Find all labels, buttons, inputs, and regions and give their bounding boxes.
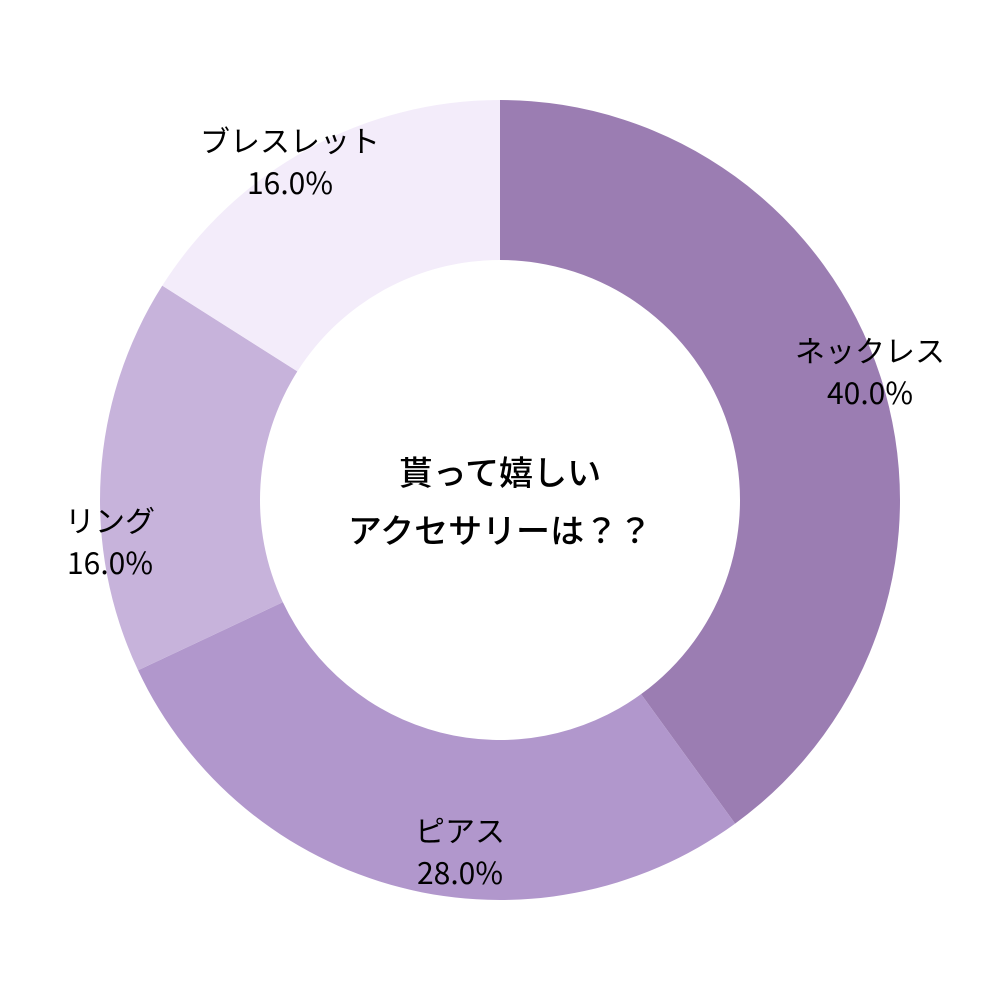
slice-label-percent: 16.0% [200, 160, 380, 202]
slice-label: ネックレス40.0% [795, 328, 945, 412]
donut-chart: 貰って嬉しい アクセサリーは？？ ネックレス40.0%ピアス28.0%リング16… [0, 0, 1000, 1000]
slice-label-percent: 16.0% [65, 540, 155, 582]
slice-label-name: ブレスレット [200, 118, 380, 160]
slice-label-percent: 28.0% [415, 850, 505, 892]
slice-label-name: ネックレス [795, 328, 945, 370]
slice-label: ピアス28.0% [415, 808, 505, 892]
center-title-line1: 貰って嬉しい [348, 442, 652, 500]
chart-center-title: 貰って嬉しい アクセサリーは？？ [348, 442, 652, 558]
slice-label-percent: 40.0% [795, 370, 945, 412]
slice-label-name: リング [65, 498, 155, 540]
slice-label-name: ピアス [415, 808, 505, 850]
center-title-line2: アクセサリーは？？ [348, 500, 652, 558]
slice-label: リング16.0% [65, 498, 155, 582]
slice-label: ブレスレット16.0% [200, 118, 380, 202]
